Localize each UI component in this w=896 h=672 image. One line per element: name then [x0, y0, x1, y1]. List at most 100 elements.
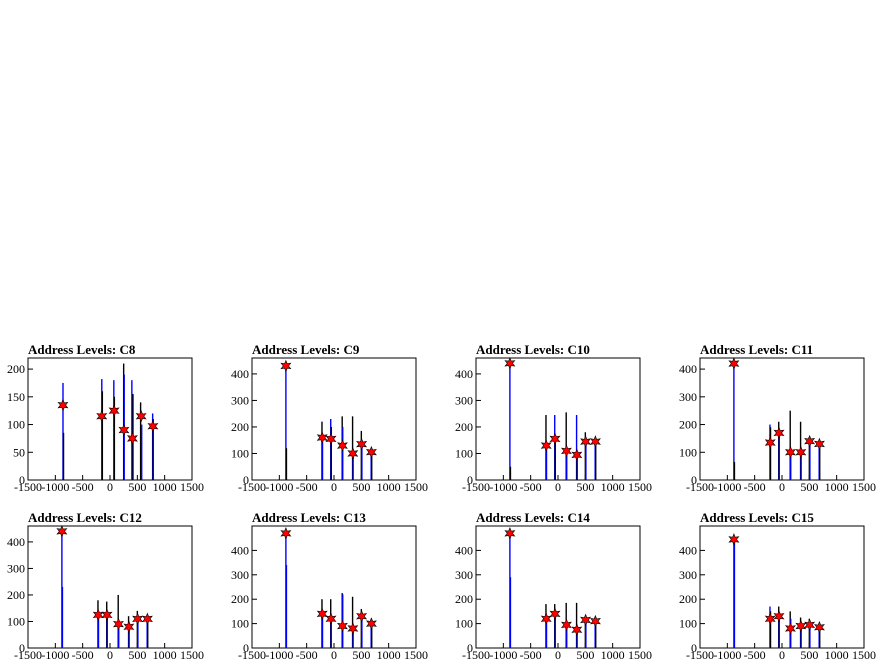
peak-marker — [590, 614, 601, 628]
y-tick-label: 400 — [231, 367, 249, 381]
peak-marker — [347, 447, 359, 460]
plot-frame — [251, 525, 417, 649]
histogram-panel: Address Levels: C10 -1500 -1000 -500 0 500 100… — [455, 342, 652, 494]
y-tick-label: 200 — [455, 420, 473, 434]
x-tick-label: 500 — [576, 480, 594, 494]
x-tick-label: 500 — [800, 480, 818, 494]
x-tick-label: -1500 — [462, 648, 490, 662]
peak-marker — [540, 439, 552, 452]
y-tick-label: 100 — [7, 418, 25, 432]
y-tick-label: 300 — [455, 568, 473, 582]
x-tick-label: 0 — [779, 648, 785, 662]
y-tick-label: 400 — [231, 543, 249, 557]
peak-marker — [142, 612, 153, 626]
plot-frame — [27, 357, 193, 481]
panel-title: Address Levels: C12 — [28, 510, 142, 525]
x-tick-label: -500 — [72, 480, 94, 494]
y-tick-label: 200 — [231, 592, 249, 606]
peak-marker — [147, 419, 159, 433]
panel-title: Address Levels: C13 — [252, 510, 366, 525]
y-tick-label: 300 — [455, 393, 473, 407]
x-tick-label: 0 — [331, 648, 337, 662]
y-tick-label: 200 — [679, 418, 697, 432]
y-tick-label: 400 — [679, 362, 697, 376]
x-tick-label: -1000 — [489, 648, 517, 662]
y-tick-label: 0 — [467, 641, 473, 655]
peak-marker — [127, 432, 138, 445]
x-tick-label: -500 — [520, 480, 542, 494]
x-tick-label: 1500 — [628, 480, 652, 494]
y-tick-label: 100 — [231, 617, 249, 631]
peak-marker — [123, 620, 135, 634]
peak-marker — [571, 623, 583, 636]
peak-marker — [795, 619, 807, 633]
plot-frame — [475, 357, 641, 481]
peak-marker — [560, 444, 572, 458]
histogram-panel: Address Levels: C11 -1500 -1000 -500 0 500 100… — [679, 342, 876, 494]
peak-marker — [366, 617, 377, 630]
y-tick-label: 300 — [7, 561, 25, 575]
peak-marker — [784, 622, 796, 635]
y-tick-label: 400 — [7, 535, 25, 549]
x-tick-label: -1500 — [686, 648, 714, 662]
peak-marker — [504, 356, 516, 370]
x-tick-label: 0 — [331, 480, 337, 494]
peak-marker — [728, 357, 740, 370]
peak-marker — [580, 435, 592, 448]
panel-title: Address Levels: C9 — [252, 342, 360, 357]
peak-marker — [549, 432, 561, 446]
peak-marker — [56, 524, 68, 538]
peak-marker — [118, 423, 130, 437]
peak-marker — [96, 409, 108, 423]
peak-marker — [549, 607, 561, 621]
y-tick-label: 100 — [679, 617, 697, 631]
y-tick-label: 150 — [7, 390, 25, 404]
panel-title: Address Levels: C8 — [28, 342, 136, 357]
y-tick-label: 200 — [455, 592, 473, 606]
peak-marker — [814, 437, 825, 451]
x-tick-label: -1000 — [713, 480, 741, 494]
x-tick-label: -1000 — [41, 648, 69, 662]
peak-marker — [571, 448, 583, 462]
x-tick-label: 1000 — [601, 480, 625, 494]
peak-marker — [540, 612, 552, 625]
y-tick-label: 100 — [231, 446, 249, 460]
y-tick-label: 300 — [679, 568, 697, 582]
x-tick-label: 1500 — [404, 648, 428, 662]
peak-marker — [764, 436, 776, 449]
plot-frame — [699, 525, 865, 649]
x-tick-label: -1000 — [41, 480, 69, 494]
x-tick-label: -500 — [744, 480, 766, 494]
x-tick-label: -500 — [520, 648, 542, 662]
histogram-panel: Address Levels: C12 -1500 -1000 -500 0 500 100… — [7, 510, 204, 662]
x-tick-label: -500 — [296, 648, 318, 662]
y-tick-label: 50 — [13, 445, 25, 459]
y-tick-label: 300 — [231, 393, 249, 407]
x-tick-label: 1500 — [180, 480, 204, 494]
x-tick-label: -1500 — [238, 648, 266, 662]
panel-title: Address Levels: C15 — [700, 510, 814, 525]
x-tick-label: -500 — [72, 648, 94, 662]
peak-marker — [590, 435, 601, 448]
plot-frame — [251, 357, 417, 481]
x-tick-label: 500 — [128, 648, 146, 662]
peak-marker — [112, 617, 124, 631]
peak-marker — [325, 432, 337, 446]
peak-marker — [347, 622, 359, 635]
peak-marker — [773, 426, 785, 440]
y-tick-label: 200 — [679, 592, 697, 606]
peak-marker — [560, 618, 572, 632]
peak-marker — [92, 608, 104, 622]
peak-marker — [336, 439, 348, 452]
x-tick-label: 1000 — [825, 648, 849, 662]
x-tick-label: -1500 — [686, 480, 714, 494]
y-tick-label: 400 — [455, 543, 473, 557]
x-tick-label: 1000 — [377, 648, 401, 662]
peak-marker — [804, 618, 816, 632]
x-tick-label: -500 — [744, 648, 766, 662]
y-tick-label: 0 — [691, 641, 697, 655]
peak-marker — [728, 533, 740, 546]
peak-marker — [108, 404, 120, 418]
peak-marker — [580, 613, 592, 627]
